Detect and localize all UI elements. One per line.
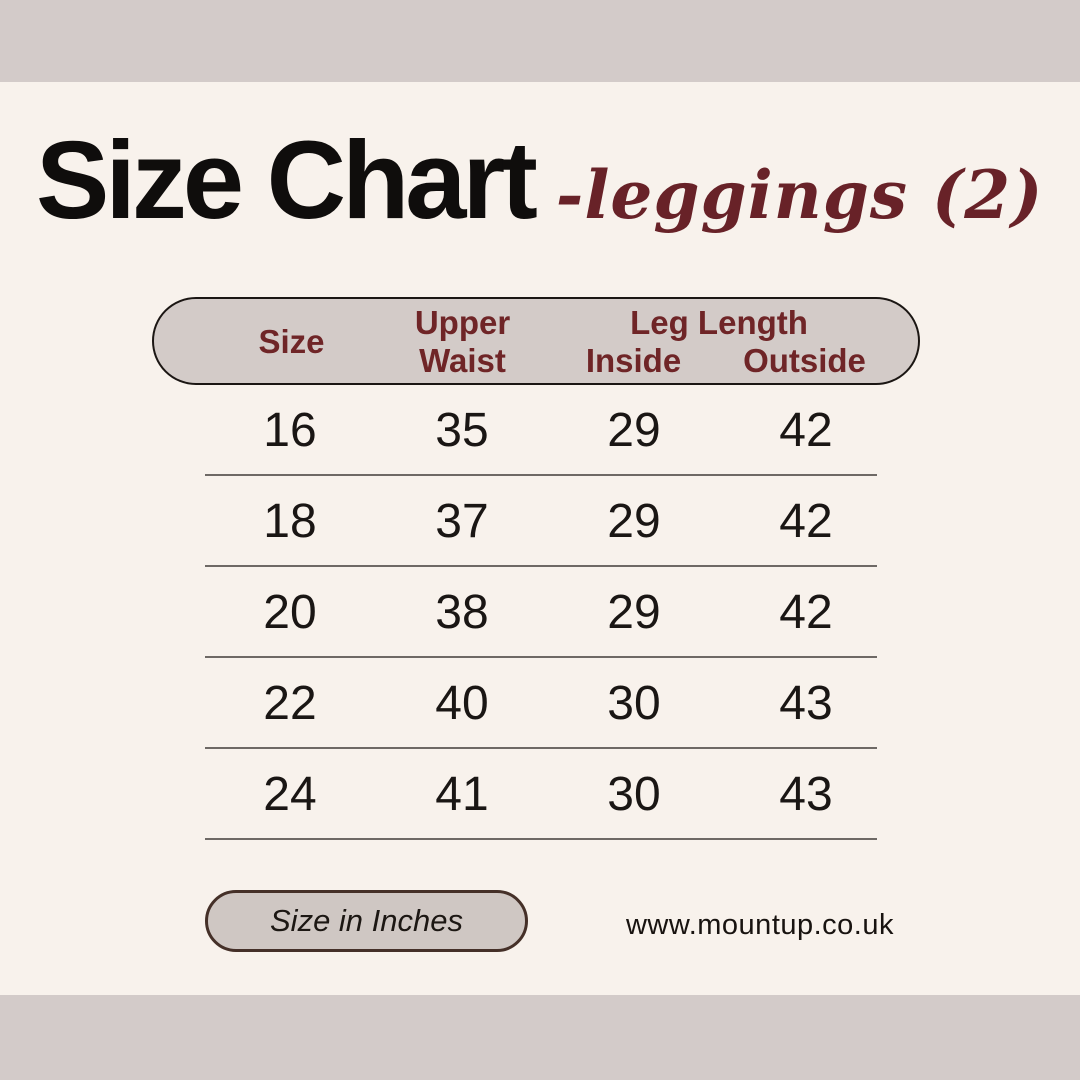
table-row: 18 37 29 42: [152, 476, 920, 567]
title-row: Size Chart -leggings (2): [36, 120, 1056, 241]
cell-upper-waist: 40: [435, 677, 489, 730]
size-table-body: 16 35 29 42 18 37 29 42 20 38 29 42 22 4…: [152, 385, 920, 840]
cell-size: 24: [263, 768, 317, 821]
header-col-upper: Upper: [414, 304, 511, 341]
website-url: www.mountup.co.uk: [625, 909, 894, 941]
cell-size: 16: [263, 404, 317, 457]
header-col-waist: Waist: [419, 342, 506, 379]
cell-leg-inside: 30: [607, 768, 661, 821]
cell-upper-waist: 35: [435, 404, 489, 457]
cell-leg-inside: 30: [607, 677, 661, 730]
cell-leg-inside: 29: [607, 586, 661, 639]
table-row: 22 40 30 43: [152, 658, 920, 749]
cell-leg-outside: 42: [779, 404, 833, 457]
cell-leg-inside: 29: [607, 404, 661, 457]
table-row: 20 38 29 42: [152, 567, 920, 658]
cell-size: 22: [263, 677, 317, 730]
top-band: [0, 0, 1080, 82]
cell-upper-waist: 37: [435, 495, 489, 548]
header-col-inside: Inside: [585, 342, 682, 379]
bottom-band: [0, 995, 1080, 1080]
header-col-leg-length: Leg Length: [630, 304, 808, 341]
table-row: 24 41 30 43: [152, 749, 920, 840]
cell-leg-outside: 43: [779, 768, 833, 821]
page-title: Size Chart: [36, 119, 538, 242]
header-col-outside: Outside: [743, 342, 866, 379]
cell-leg-inside: 29: [607, 495, 661, 548]
cell-leg-outside: 42: [779, 586, 833, 639]
cell-upper-waist: 38: [435, 586, 489, 639]
cell-size: 18: [263, 495, 317, 548]
cell-size: 20: [263, 586, 317, 639]
size-table-header: Size Upper Waist Leg Length Inside Outsi…: [152, 297, 920, 385]
cell-leg-outside: 42: [779, 495, 833, 548]
table-row: 16 35 29 42: [152, 385, 920, 476]
units-badge: Size in Inches: [205, 890, 528, 952]
cell-upper-waist: 41: [435, 768, 489, 821]
header-col-size: Size: [258, 323, 325, 360]
title-accent-script: -leggings (2): [555, 156, 1044, 234]
cell-leg-outside: 43: [779, 677, 833, 730]
